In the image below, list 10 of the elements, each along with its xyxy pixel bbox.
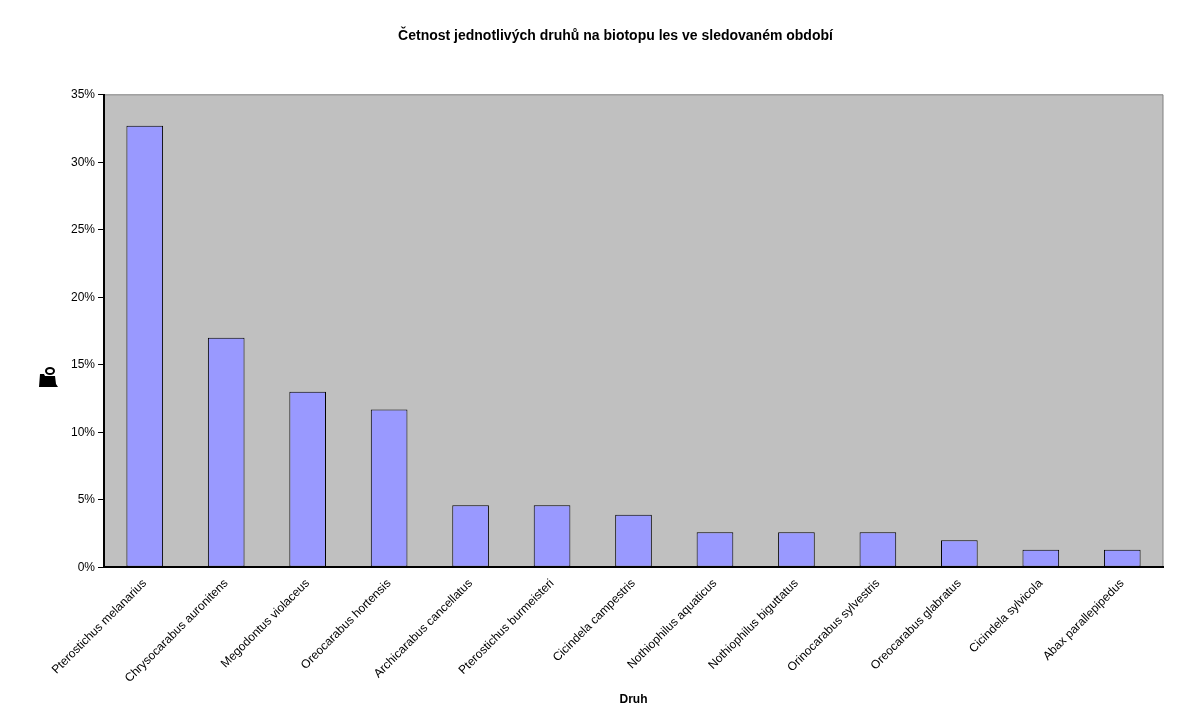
y-tick-label: 25% [70, 222, 96, 237]
y-tick-label: 10% [70, 424, 96, 439]
chart-title: Četnost jednotlivých druhů na biotopu les ve sledovaném období [398, 26, 835, 44]
y-tick-label: 35% [70, 87, 96, 102]
y-tick-label: 30% [70, 154, 96, 169]
y-tick-label: 15% [70, 357, 96, 372]
x-axis-title: Druh [619, 692, 648, 707]
y-tick-label: 0% [77, 559, 96, 574]
y-tick-label: 20% [70, 289, 96, 304]
y-tick-label: 5% [77, 492, 96, 507]
